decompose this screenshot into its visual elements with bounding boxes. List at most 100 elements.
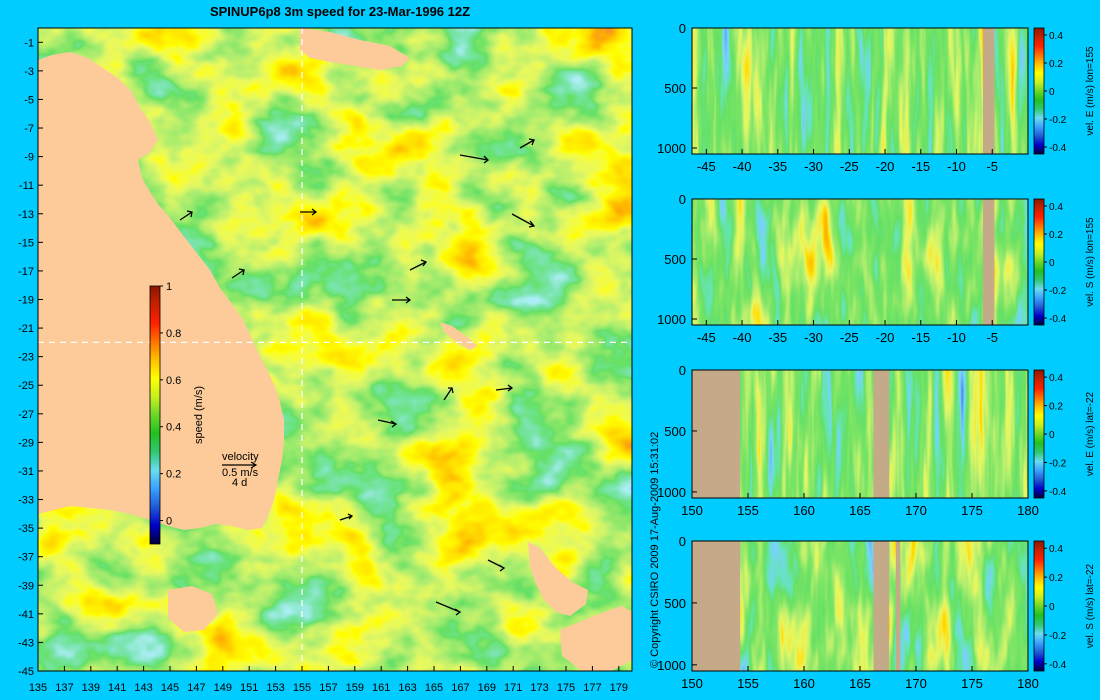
section-x-tick-label: -25 [840, 330, 859, 345]
section-land [873, 370, 890, 498]
velocity-vectors [179, 138, 536, 616]
section-panel: 0 500 1000 150 155 160 165 170 175 180 0.4 0.2 0 -0.2… [657, 363, 1096, 518]
speed-colorbar-tick-label: 0.2 [166, 469, 181, 481]
map-x-tick-label: 161 [372, 682, 390, 694]
map-y-tick-label: -17 [18, 266, 34, 278]
map-y-tick-label: -31 [18, 466, 34, 478]
section-colorbar [1033, 540, 1045, 672]
section-land [873, 541, 890, 671]
section-colorbar-tick-label: -0.4 [1049, 660, 1067, 671]
section-colorbar-tick-label: -0.4 [1049, 487, 1067, 498]
speed-colorbar-tick-label: 0.8 [166, 328, 181, 340]
section-y-tick-label: 0 [679, 21, 686, 36]
section-y-tick-label: 0 [679, 363, 686, 378]
section-colorbar-label: vel. S (m/s) lon=155 [1085, 217, 1096, 307]
map-frame [37, 27, 633, 672]
section-x-tick-label: 170 [905, 676, 927, 691]
map-y-tick-label: -37 [18, 552, 34, 564]
figure-title: SPINUP6p8 3m speed for 23-Mar-1996 12Z [210, 4, 470, 19]
land-australia [38, 52, 284, 530]
map-x-tick-label: 165 [425, 682, 443, 694]
section-x-tick-label: -10 [947, 330, 966, 345]
section-y-tick-label: 500 [664, 596, 686, 611]
section-colorbar-tick-label: -0.2 [1049, 286, 1067, 297]
velocity-key-label: velocity [222, 451, 259, 463]
speed-colorbar-bar [149, 285, 161, 545]
map-panel: 135 137 139 141 143 145 147 149 151 153 155 157 159 1… [18, 27, 633, 694]
section-x-tick-label: -45 [697, 330, 716, 345]
section-land [692, 370, 741, 498]
map-x-tick-label: 153 [266, 682, 284, 694]
map-y-tick-label: -3 [24, 66, 34, 78]
map-y-tick-label: -21 [18, 323, 34, 335]
map-y-tick-label: -1 [24, 37, 34, 49]
section-colorbar [1033, 369, 1045, 499]
map-x-tick-label: 177 [583, 682, 601, 694]
map-y-tick-label: -25 [18, 380, 34, 392]
section-land [895, 541, 901, 671]
map-y-tick-label: -7 [24, 123, 34, 135]
section-panel: 0 500 1000 -45 -40 -35 -30 -25 -20 -15 -10 -5 0.4 0.2… [657, 21, 1096, 174]
section-colorbar-label: vel. S (m/s) lat=-22 [1085, 563, 1096, 648]
map-y-tick-label: -43 [18, 637, 34, 649]
section-field [692, 28, 1028, 154]
section-land [982, 28, 995, 154]
map-x-tick-label: 141 [108, 682, 126, 694]
map-y-tick-label: -23 [18, 352, 34, 364]
land-new-caledonia [440, 322, 478, 350]
section-colorbar-tick-label: -0.4 [1049, 143, 1067, 154]
section-x-tick-label: 165 [849, 676, 871, 691]
map-x-tick-label: 147 [187, 682, 205, 694]
map-y-tick-label: -9 [24, 152, 34, 164]
map-y-tick-label: -41 [18, 609, 34, 621]
section-colorbar-tick-label: -0.4 [1049, 314, 1067, 325]
section-x-tick-label: -35 [768, 159, 787, 174]
section-x-tick-label: 155 [737, 676, 759, 691]
map-y-tick-label: -15 [18, 237, 34, 249]
section-x-tick-label: -15 [911, 159, 930, 174]
section-x-tick-label: -25 [840, 159, 859, 174]
section-colorbar-tick-label: -0.2 [1049, 458, 1067, 469]
map-x-tick-label: 173 [530, 682, 548, 694]
section-colorbar [1033, 27, 1045, 155]
section-frame [691, 198, 1029, 326]
section-colorbar [1033, 198, 1045, 326]
section-field [692, 541, 1028, 671]
section-panel: 0 500 1000 150 155 160 165 170 175 180 0.4 0.2 0 -0.2… [657, 534, 1096, 691]
section-y-tick-label: 1000 [657, 485, 686, 500]
section-x-tick-label: 150 [681, 503, 703, 518]
section-x-tick-label: -40 [733, 159, 752, 174]
section-x-tick-label: -20 [876, 330, 895, 345]
section-colorbar-label: vel. E (m/s) lon=155 [1085, 46, 1096, 136]
map-x-tick-label: 143 [134, 682, 152, 694]
section-land [982, 199, 995, 325]
section-x-tick-label: -30 [804, 330, 823, 345]
map-y-tick-label: -35 [18, 523, 34, 535]
section-colorbar-tick-label: 0 [1049, 87, 1055, 98]
map-y-tick-label: -45 [18, 666, 34, 678]
section-y-tick-label: 1000 [657, 141, 686, 156]
map-x-tick-label: 175 [557, 682, 575, 694]
section-x-tick-label: 175 [961, 503, 983, 518]
velocity-key-arrow [222, 461, 258, 469]
speed-colorbar: 1 0.8 0.6 0.4 0.2 0 speed (m/s) [149, 281, 205, 545]
velocity-key-time: 4 d [232, 477, 247, 489]
section-x-tick-label: 165 [849, 503, 871, 518]
map-y-tick-label: -27 [18, 409, 34, 421]
map-x-tick-label: 139 [82, 682, 100, 694]
section-panels: 0 500 1000 -45 -40 -35 -30 -25 -20 -15 -10 -5 0.4 0.2… [657, 21, 1096, 691]
section-colorbar-tick-label: 0.4 [1049, 31, 1063, 42]
section-field [692, 370, 1028, 498]
section-colorbar-tick-label: 0.4 [1049, 202, 1063, 213]
map-x-tick-label: 179 [610, 682, 628, 694]
map-x-tick-label: 145 [161, 682, 179, 694]
section-y-tick-label: 500 [664, 424, 686, 439]
section-y-tick-label: 0 [679, 192, 686, 207]
section-y-tick-label: 500 [664, 81, 686, 96]
map-x-tick-label: 137 [55, 682, 73, 694]
section-colorbar-label: vel. E (m/s) lat=-22 [1085, 391, 1096, 476]
section-x-tick-label: -35 [768, 330, 787, 345]
copyright-text: © Copyright CSIRO 2009 17-Aug-2009 15:31… [649, 432, 661, 668]
land-new-zealand-south [560, 606, 632, 671]
section-colorbar-tick-label: 0 [1049, 430, 1055, 441]
